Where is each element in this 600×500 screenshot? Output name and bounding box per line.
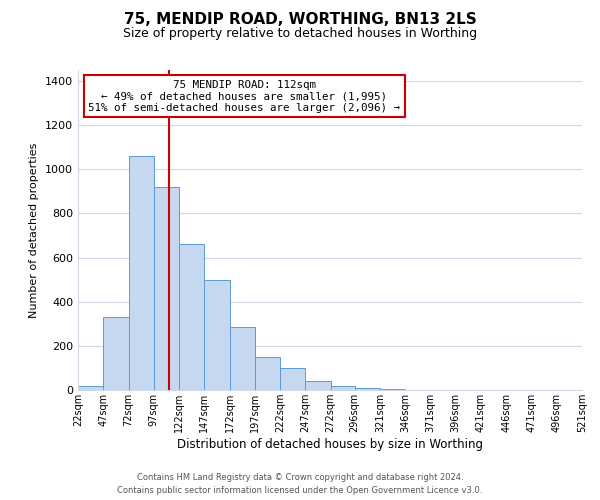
X-axis label: Distribution of detached houses by size in Worthing: Distribution of detached houses by size … — [177, 438, 483, 451]
Text: 75 MENDIP ROAD: 112sqm
← 49% of detached houses are smaller (1,995)
51% of semi-: 75 MENDIP ROAD: 112sqm ← 49% of detached… — [88, 80, 400, 113]
Text: Size of property relative to detached houses in Worthing: Size of property relative to detached ho… — [123, 28, 477, 40]
Bar — [103, 317, 128, 390]
Bar — [380, 389, 405, 390]
Bar — [204, 280, 230, 390]
Bar — [280, 368, 305, 390]
Bar — [331, 386, 355, 390]
Y-axis label: Number of detached properties: Number of detached properties — [29, 142, 40, 318]
Bar — [78, 386, 103, 390]
Text: Contains HM Land Registry data © Crown copyright and database right 2024.
Contai: Contains HM Land Registry data © Crown c… — [118, 473, 482, 495]
Bar — [179, 244, 204, 390]
Text: 75, MENDIP ROAD, WORTHING, BN13 2LS: 75, MENDIP ROAD, WORTHING, BN13 2LS — [124, 12, 476, 28]
Bar — [154, 187, 179, 390]
Bar — [255, 357, 280, 390]
Bar — [128, 156, 154, 390]
Bar — [230, 327, 255, 390]
Bar — [305, 381, 331, 390]
Bar — [355, 388, 380, 390]
